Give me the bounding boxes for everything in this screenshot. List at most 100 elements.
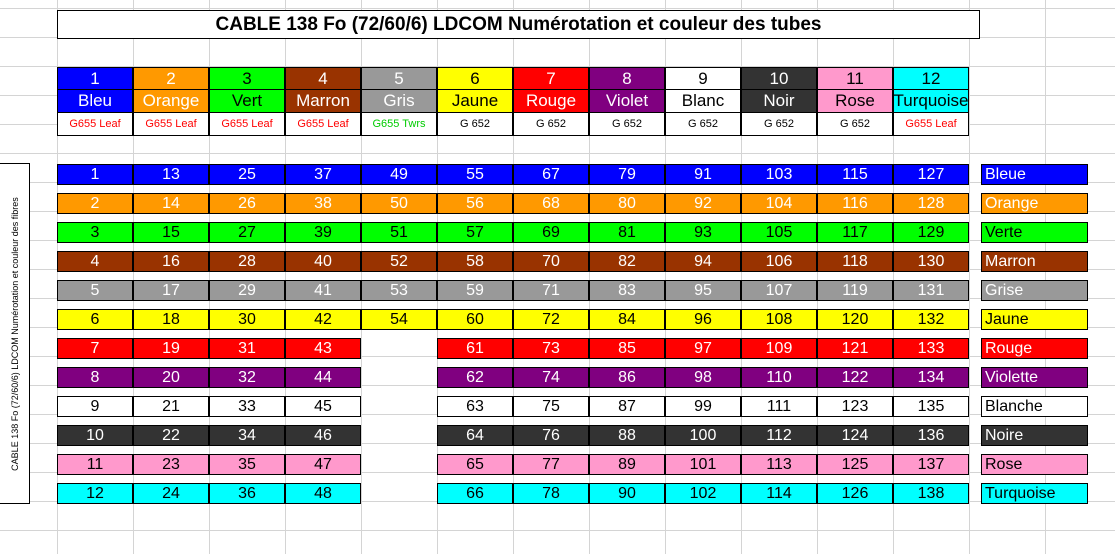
- fiber-color-name-cell[interactable]: Rose: [981, 454, 1088, 475]
- tube-number-cell[interactable]: 9: [665, 67, 741, 90]
- tube-color-name-cell[interactable]: Rouge: [513, 90, 589, 113]
- tube-number-cell[interactable]: 7: [513, 67, 589, 90]
- fiber-number-cell[interactable]: 49: [361, 164, 437, 185]
- fiber-number-cell[interactable]: 59: [437, 280, 513, 301]
- fiber-number-cell[interactable]: 99: [665, 396, 741, 417]
- fiber-number-cell[interactable]: 4: [57, 251, 133, 272]
- fiber-color-name-cell[interactable]: Marron: [981, 251, 1088, 272]
- fiber-number-cell[interactable]: 9: [57, 396, 133, 417]
- fiber-number-cell[interactable]: 50: [361, 193, 437, 214]
- tube-number-cell[interactable]: 5: [361, 67, 437, 90]
- fiber-number-cell[interactable]: 100: [665, 425, 741, 446]
- fiber-number-cell[interactable]: 26: [209, 193, 285, 214]
- fiber-number-cell[interactable]: 117: [817, 222, 893, 243]
- tube-color-name-cell[interactable]: Rose: [817, 90, 893, 113]
- fiber-number-cell[interactable]: 46: [285, 425, 361, 446]
- fiber-number-cell[interactable]: 116: [817, 193, 893, 214]
- fiber-color-name-cell[interactable]: Rouge: [981, 338, 1088, 359]
- fiber-color-name-cell[interactable]: Blanche: [981, 396, 1088, 417]
- fiber-number-cell[interactable]: 48: [285, 483, 361, 504]
- tube-number-cell[interactable]: 2: [133, 67, 209, 90]
- fiber-number-cell[interactable]: 67: [513, 164, 589, 185]
- fiber-number-cell[interactable]: 12: [57, 483, 133, 504]
- fiber-number-cell[interactable]: 131: [893, 280, 969, 301]
- tube-fiber-type-cell[interactable]: G655 Twrs: [361, 113, 437, 136]
- tube-color-name-cell[interactable]: Orange: [133, 90, 209, 113]
- fiber-number-cell[interactable]: 70: [513, 251, 589, 272]
- fiber-number-cell[interactable]: 88: [589, 425, 665, 446]
- fiber-number-cell[interactable]: 106: [741, 251, 817, 272]
- fiber-number-cell[interactable]: 103: [741, 164, 817, 185]
- fiber-number-cell[interactable]: 66: [437, 483, 513, 504]
- fiber-number-cell[interactable]: 87: [589, 396, 665, 417]
- fiber-number-cell[interactable]: 37: [285, 164, 361, 185]
- fiber-number-cell[interactable]: 78: [513, 483, 589, 504]
- tube-fiber-type-cell[interactable]: G655 Leaf: [209, 113, 285, 136]
- fiber-number-cell[interactable]: 6: [57, 309, 133, 330]
- fiber-number-cell[interactable]: 43: [285, 338, 361, 359]
- fiber-number-cell[interactable]: 72: [513, 309, 589, 330]
- fiber-number-cell[interactable]: 85: [589, 338, 665, 359]
- fiber-number-cell[interactable]: 121: [817, 338, 893, 359]
- tube-color-name-cell[interactable]: Violet: [589, 90, 665, 113]
- fiber-number-cell[interactable]: 1: [57, 164, 133, 185]
- fiber-number-cell[interactable]: 14: [133, 193, 209, 214]
- fiber-number-cell[interactable]: 107: [741, 280, 817, 301]
- fiber-number-cell[interactable]: 113: [741, 454, 817, 475]
- fiber-number-cell[interactable]: 96: [665, 309, 741, 330]
- fiber-number-cell[interactable]: 104: [741, 193, 817, 214]
- fiber-number-cell[interactable]: 64: [437, 425, 513, 446]
- fiber-number-cell[interactable]: 22: [133, 425, 209, 446]
- fiber-number-cell[interactable]: 91: [665, 164, 741, 185]
- fiber-number-cell[interactable]: 73: [513, 338, 589, 359]
- fiber-number-cell[interactable]: 51: [361, 222, 437, 243]
- fiber-number-cell[interactable]: 134: [893, 367, 969, 388]
- fiber-number-cell[interactable]: 63: [437, 396, 513, 417]
- tube-fiber-type-cell[interactable]: G655 Leaf: [893, 113, 969, 136]
- tube-color-name-cell[interactable]: Vert: [209, 90, 285, 113]
- fiber-number-cell[interactable]: 60: [437, 309, 513, 330]
- fiber-number-cell[interactable]: 53: [361, 280, 437, 301]
- fiber-number-cell[interactable]: 2: [57, 193, 133, 214]
- fiber-number-cell[interactable]: 132: [893, 309, 969, 330]
- tube-fiber-type-cell[interactable]: G 652: [589, 113, 665, 136]
- fiber-number-cell[interactable]: 105: [741, 222, 817, 243]
- fiber-number-cell[interactable]: 84: [589, 309, 665, 330]
- fiber-number-cell[interactable]: 77: [513, 454, 589, 475]
- fiber-number-cell[interactable]: 34: [209, 425, 285, 446]
- fiber-number-cell[interactable]: 23: [133, 454, 209, 475]
- fiber-number-cell[interactable]: 40: [285, 251, 361, 272]
- fiber-number-cell[interactable]: 36: [209, 483, 285, 504]
- fiber-number-cell[interactable]: 122: [817, 367, 893, 388]
- fiber-color-name-cell[interactable]: Violette: [981, 367, 1088, 388]
- fiber-number-cell[interactable]: 16: [133, 251, 209, 272]
- tube-color-name-cell[interactable]: Turquoise: [893, 90, 969, 113]
- fiber-color-name-cell[interactable]: Turquoise: [981, 483, 1088, 504]
- fiber-number-cell[interactable]: 136: [893, 425, 969, 446]
- tube-number-cell[interactable]: 4: [285, 67, 361, 90]
- fiber-color-name-cell[interactable]: Orange: [981, 193, 1088, 214]
- tube-number-cell[interactable]: 11: [817, 67, 893, 90]
- fiber-number-cell[interactable]: 94: [665, 251, 741, 272]
- fiber-number-cell[interactable]: 95: [665, 280, 741, 301]
- fiber-number-cell[interactable]: 33: [209, 396, 285, 417]
- fiber-number-cell[interactable]: 56: [437, 193, 513, 214]
- sheet-title[interactable]: CABLE 138 Fo (72/60/6) LDCOM Numérotatio…: [57, 10, 980, 39]
- fiber-number-cell[interactable]: 15: [133, 222, 209, 243]
- fiber-number-cell[interactable]: 19: [133, 338, 209, 359]
- fiber-number-cell[interactable]: 118: [817, 251, 893, 272]
- tube-fiber-type-cell[interactable]: G 652: [665, 113, 741, 136]
- fiber-number-cell[interactable]: 127: [893, 164, 969, 185]
- fiber-color-name-cell[interactable]: Noire: [981, 425, 1088, 446]
- side-label-cell[interactable]: CABLE 138 Fo (72/60/6) LDCOM Numérotatio…: [0, 163, 30, 504]
- fiber-number-cell[interactable]: 20: [133, 367, 209, 388]
- fiber-number-cell[interactable]: 61: [437, 338, 513, 359]
- fiber-number-cell[interactable]: 31: [209, 338, 285, 359]
- tube-number-cell[interactable]: 3: [209, 67, 285, 90]
- fiber-number-cell[interactable]: 123: [817, 396, 893, 417]
- fiber-number-cell[interactable]: 75: [513, 396, 589, 417]
- fiber-number-cell[interactable]: 89: [589, 454, 665, 475]
- fiber-color-name-cell[interactable]: Bleue: [981, 164, 1088, 185]
- tube-number-cell[interactable]: 10: [741, 67, 817, 90]
- fiber-number-cell[interactable]: 7: [57, 338, 133, 359]
